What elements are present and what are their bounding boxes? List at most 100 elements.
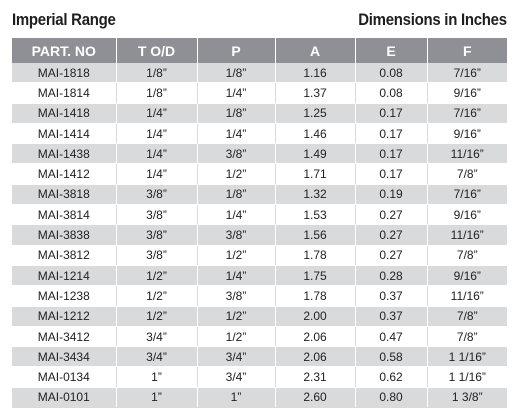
column-header-f: F: [427, 38, 507, 63]
cell-tube-od: 1/4”: [116, 163, 198, 185]
cell-e: 0.37: [355, 306, 428, 327]
cell-p: 1/2”: [197, 245, 276, 266]
cell-e: 0.28: [355, 265, 428, 287]
cell-a: 1.71: [275, 163, 356, 185]
cell-e: 0.17: [355, 103, 428, 124]
cell-p: 1/2”: [197, 326, 276, 348]
cell-part-no: MAI-1414: [12, 123, 117, 145]
cell-tube-od: 3/4”: [116, 326, 198, 348]
cell-part-no: MAI-1418: [12, 103, 117, 124]
cell-a: 2.06: [275, 346, 356, 368]
table-row: MAI-1814 1/8” 1/4” 1.37 0.08 9/16”: [12, 82, 507, 104]
cell-part-no: MAI-1818: [12, 63, 117, 84]
table-row: MAI-1212 1/2” 1/2” 2.00 0.37 7/8”: [12, 306, 507, 327]
cell-tube-od: 3/8”: [116, 224, 198, 246]
cell-f: 7/8”: [427, 163, 507, 185]
cell-e: 0.27: [355, 224, 428, 246]
cell-part-no: MAI-3838: [12, 224, 117, 246]
table-header: PART. NO T O/D P A E F: [12, 38, 507, 63]
cell-a: 1.56: [275, 224, 356, 246]
cell-e: 0.17: [355, 123, 428, 145]
cell-part-no: MAI-0101: [12, 387, 117, 409]
heading-row: Imperial Range Dimensions in Inches: [12, 0, 507, 30]
cell-part-no: MAI-1438: [12, 143, 117, 165]
cell-f: 1 1/16”: [427, 346, 507, 368]
table-row: MAI-3812 3/8” 1/2” 1.78 0.27 7/8”: [12, 245, 507, 266]
cell-tube-od: 3/8”: [116, 184, 198, 206]
cell-f: 1 1/16”: [427, 366, 507, 388]
cell-f: 9/16”: [427, 82, 507, 104]
header-row: PART. NO T O/D P A E F: [12, 38, 507, 63]
cell-e: 0.17: [355, 163, 428, 185]
cell-p: 1/8”: [197, 63, 276, 84]
cell-a: 1.32: [275, 184, 356, 206]
cell-part-no: MAI-3434: [12, 346, 117, 368]
cell-e: 0.37: [355, 285, 428, 307]
cell-part-no: MAI-0134: [12, 366, 117, 388]
cell-p: 3/4”: [197, 346, 276, 368]
cell-p: 1/4”: [197, 82, 276, 104]
table-row: MAI-3412 3/4” 1/2” 2.06 0.47 7/8”: [12, 326, 507, 348]
cell-a: 1.49: [275, 143, 356, 165]
column-header-tube-od: T O/D: [116, 38, 198, 63]
table-row: MAI-1412 1/4” 1/2” 1.71 0.17 7/8”: [12, 163, 507, 185]
cell-tube-od: 1”: [116, 387, 198, 409]
table-row: MAI-1214 1/2” 1/4” 1.75 0.28 9/16”: [12, 265, 507, 287]
cell-a: 2.00: [275, 306, 356, 327]
cell-e: 0.80: [355, 387, 428, 409]
cell-p: 1/2”: [197, 306, 276, 327]
cell-a: 2.31: [275, 366, 356, 388]
cell-a: 1.78: [275, 245, 356, 266]
cell-e: 0.58: [355, 346, 428, 368]
cell-e: 0.08: [355, 63, 428, 84]
cell-tube-od: 1/4”: [116, 143, 198, 165]
cell-a: 1.78: [275, 285, 356, 307]
cell-f: 9/16”: [427, 123, 507, 145]
cell-a: 1.46: [275, 123, 356, 145]
cell-part-no: MAI-3812: [12, 245, 117, 266]
cell-f: 7/8”: [427, 306, 507, 327]
cell-part-no: MAI-3814: [12, 204, 117, 226]
cell-f: 11/16”: [427, 224, 507, 246]
cell-part-no: MAI-1212: [12, 306, 117, 327]
range-title: Imperial Range: [12, 10, 116, 29]
cell-f: 11/16”: [427, 143, 507, 165]
cell-a: 2.60: [275, 387, 356, 409]
cell-e: 0.47: [355, 326, 428, 348]
cell-tube-od: 3/8”: [116, 204, 198, 226]
cell-p: 1/2”: [197, 163, 276, 185]
table-row: MAI-1414 1/4” 1/4” 1.46 0.17 9/16”: [12, 123, 507, 145]
units-title: Dimensions in Inches: [358, 10, 507, 29]
cell-tube-od: 1/2”: [116, 306, 198, 327]
cell-e: 0.62: [355, 366, 428, 388]
table-row: MAI-1238 1/2” 3/8” 1.78 0.37 11/16”: [12, 285, 507, 307]
cell-f: 7/16”: [427, 103, 507, 124]
table-row: MAI-3838 3/8” 3/8” 1.56 0.27 11/16”: [12, 224, 507, 246]
cell-p: 1/4”: [197, 123, 276, 145]
cell-f: 11/16”: [427, 285, 507, 307]
cell-p: 3/4”: [197, 366, 276, 388]
column-header-a: A: [275, 38, 356, 63]
table-row: MAI-3434 3/4” 3/4” 2.06 0.58 1 1/16”: [12, 346, 507, 368]
cell-p: 3/8”: [197, 224, 276, 246]
table-row: MAI-1818 1/8” 1/8” 1.16 0.08 7/16”: [12, 63, 507, 84]
cell-e: 0.27: [355, 204, 428, 226]
cell-p: 1/8”: [197, 103, 276, 124]
cell-e: 0.08: [355, 82, 428, 104]
cell-tube-od: 1/2”: [116, 265, 198, 287]
cell-a: 2.06: [275, 326, 356, 348]
cell-p: 1/8”: [197, 184, 276, 206]
cell-p: 1/4”: [197, 265, 276, 287]
table-row: MAI-3818 3/8” 1/8” 1.32 0.19 7/16”: [12, 184, 507, 206]
table-row: MAI-0134 1” 3/4” 2.31 0.62 1 1/16”: [12, 366, 507, 388]
cell-tube-od: 1”: [116, 366, 198, 388]
cell-f: 7/16”: [427, 63, 507, 84]
cell-part-no: MAI-1214: [12, 265, 117, 287]
table-row: MAI-0101 1” 1” 2.60 0.80 1 3/8”: [12, 387, 507, 409]
dimensions-table: PART. NO T O/D P A E F MAI-1818 1/8” 1/8” 1.16 0.…: [12, 38, 507, 409]
cell-a: 1.53: [275, 204, 356, 226]
cell-f: 9/16”: [427, 265, 507, 287]
cell-tube-od: 1/4”: [116, 123, 198, 145]
cell-tube-od: 3/4”: [116, 346, 198, 368]
